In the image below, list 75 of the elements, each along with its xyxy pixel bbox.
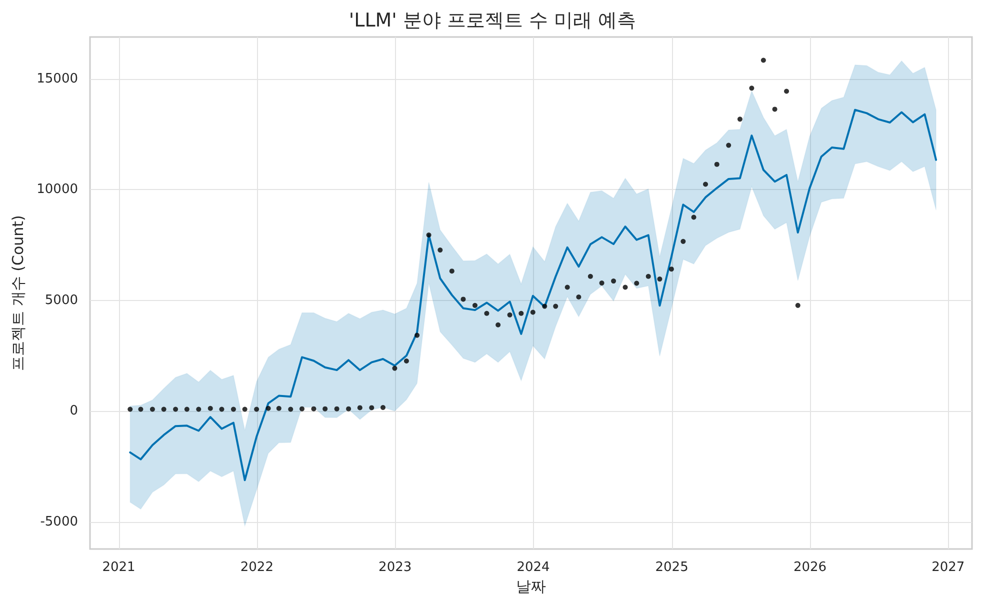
point [634, 280, 640, 286]
point [496, 322, 501, 328]
point [749, 86, 754, 91]
x-axis-title: 날짜 [516, 578, 546, 596]
point [196, 406, 202, 412]
point [564, 284, 570, 290]
point [703, 182, 708, 187]
y-axis-title: 프로젝트 개수 (Count) [9, 215, 28, 371]
point [173, 406, 178, 412]
point [322, 406, 328, 412]
point [611, 278, 616, 284]
point [438, 248, 443, 253]
point [576, 294, 582, 300]
point [657, 276, 662, 282]
x-tick-label: 2022 [240, 560, 274, 575]
point [334, 406, 340, 412]
point [737, 116, 742, 122]
point [449, 268, 454, 274]
point [484, 310, 490, 316]
point [230, 406, 236, 412]
point [219, 406, 224, 412]
point [588, 274, 593, 279]
point [266, 406, 271, 411]
y-tick-label: 0 [70, 404, 78, 419]
x-tick-label: 2024 [516, 560, 550, 575]
point [784, 88, 790, 94]
point [691, 214, 696, 220]
y-tick-label: -5000 [40, 514, 78, 530]
point [530, 310, 536, 315]
point [599, 280, 604, 286]
point [254, 406, 260, 412]
point [726, 142, 732, 148]
point [795, 302, 800, 308]
point [208, 406, 213, 411]
y-tick-label: 10000 [36, 182, 78, 198]
point [760, 58, 766, 63]
point [507, 312, 512, 318]
point [276, 406, 282, 411]
point [299, 406, 304, 412]
x-tick-label: 2027 [932, 560, 965, 575]
point [414, 332, 420, 338]
y-tick-label: 5000 [44, 292, 78, 308]
point [460, 296, 466, 302]
point [714, 162, 720, 167]
point [472, 302, 478, 308]
point [150, 406, 155, 412]
chart-title: 'LLM' 분야 프로젝트 수 미래 예측 [348, 10, 636, 32]
point [128, 406, 133, 412]
y-tick-label: 15000 [36, 71, 78, 86]
point [346, 406, 352, 412]
point [392, 366, 398, 371]
point [518, 310, 524, 316]
point [426, 232, 432, 238]
point [184, 406, 190, 412]
point [380, 404, 386, 410]
point [622, 284, 628, 290]
point [542, 304, 548, 309]
point [369, 405, 374, 410]
point [404, 358, 409, 364]
point [680, 238, 686, 244]
x-tick-label: 2021 [102, 560, 136, 575]
point [161, 406, 166, 412]
point [357, 405, 362, 410]
point [138, 406, 144, 412]
x-tick-label: 2025 [655, 560, 688, 575]
point [242, 406, 248, 412]
line-series [129, 108, 938, 482]
point [553, 304, 558, 309]
point [646, 274, 651, 279]
point [288, 406, 294, 412]
x-tick-label: 2026 [793, 560, 827, 575]
point [668, 266, 674, 272]
x-tick-label: 2023 [378, 560, 412, 575]
point [772, 106, 778, 112]
point [311, 406, 316, 412]
